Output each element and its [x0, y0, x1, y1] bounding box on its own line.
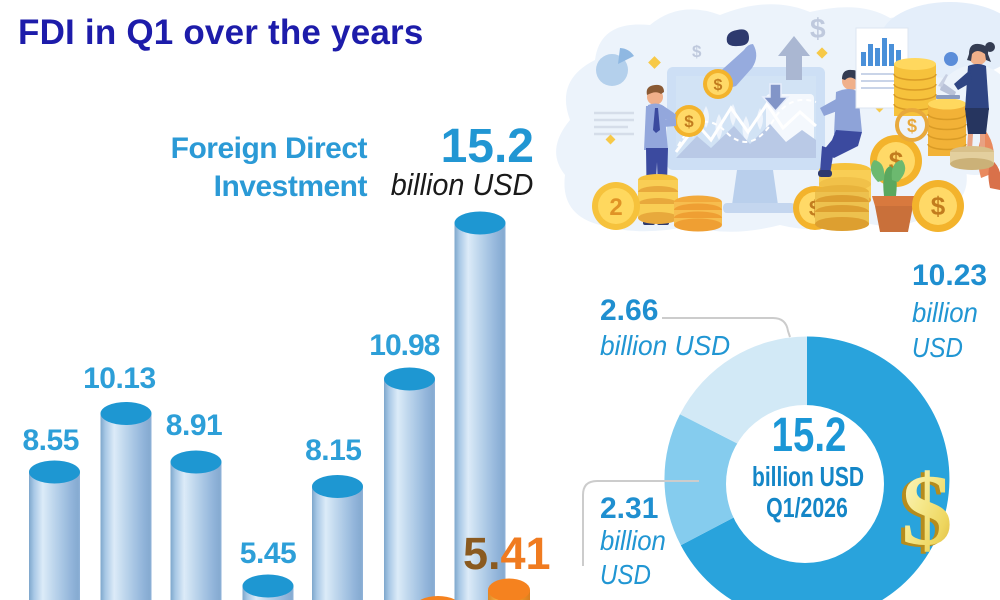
svg-text:$: $	[898, 456, 949, 569]
svg-text:$: $	[810, 13, 826, 44]
svg-text:$: $	[692, 42, 702, 61]
svg-text:$: $	[902, 454, 953, 567]
svg-text:$: $	[684, 112, 694, 131]
svg-text:$: $	[714, 77, 723, 94]
svg-text:$: $	[907, 116, 917, 136]
svg-text:$: $	[931, 191, 946, 221]
svg-text:2: 2	[609, 194, 622, 221]
